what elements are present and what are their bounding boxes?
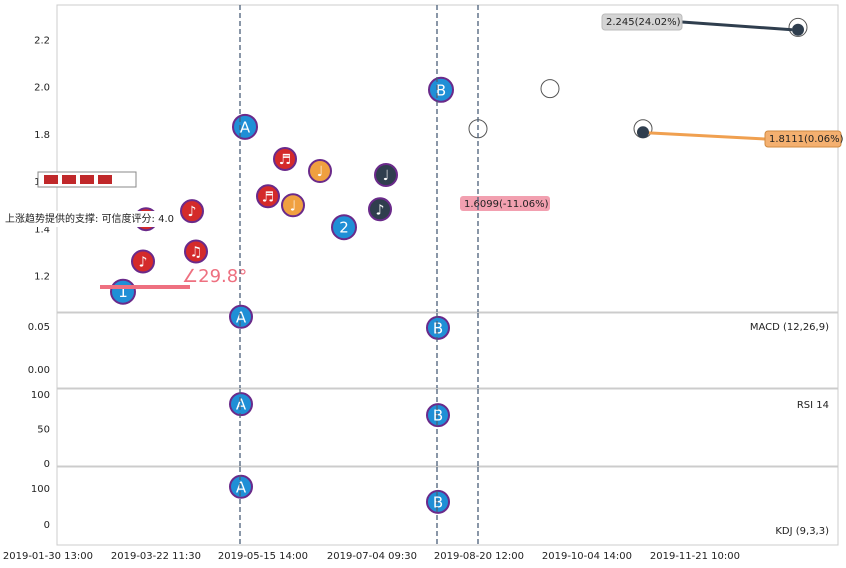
pattern-point-label: 1 xyxy=(118,283,128,301)
note-symbol: ♩ xyxy=(317,164,324,180)
pattern-point xyxy=(426,403,450,428)
y-tick-label: 1.2 xyxy=(34,272,50,283)
y-tick-label: 100 xyxy=(31,484,50,495)
annotation-arrow xyxy=(681,20,793,32)
angle-label: ∠29.8° xyxy=(182,266,247,287)
level-label-box xyxy=(460,196,550,211)
y-tick-label: 0.00 xyxy=(28,365,50,376)
x-tick-label: 2019-10-04 14:00 xyxy=(542,551,632,562)
y-tick-label: 100 xyxy=(31,390,50,401)
y-tick-label: 0 xyxy=(44,520,50,531)
annotation-box xyxy=(601,13,683,31)
annotation-point xyxy=(637,126,649,139)
note-marker xyxy=(308,159,332,184)
note-symbol: ♪ xyxy=(188,204,197,220)
note-marker xyxy=(256,184,280,209)
note-marker xyxy=(131,249,155,274)
note-symbol: ♬ xyxy=(279,152,292,168)
pattern-point xyxy=(426,489,450,514)
panel-frame xyxy=(56,4,839,313)
pattern-point xyxy=(232,113,258,140)
note-symbol: ♬ xyxy=(262,189,275,205)
y-tick-label: 0.05 xyxy=(28,322,50,333)
panel-label: RSI 14 xyxy=(797,400,829,411)
forecast-ring xyxy=(788,17,808,37)
pattern-point-label: B xyxy=(433,319,443,337)
note-marker xyxy=(368,197,392,222)
x-tick-label: 2019-08-20 12:00 xyxy=(434,551,524,562)
legend-flag xyxy=(62,175,76,184)
annotation-text: 1.8111(0.06%) xyxy=(769,134,844,145)
note-marker xyxy=(184,239,208,264)
pattern-point-label: A xyxy=(236,478,247,496)
y-tick-label: 1.8 xyxy=(34,130,50,141)
pattern-point-label: 2 xyxy=(339,219,349,237)
panel-frame xyxy=(56,388,839,467)
legend-flag xyxy=(80,175,94,184)
panel-label: MACD (12,26,9) xyxy=(750,322,829,333)
note-marker xyxy=(273,146,297,171)
pattern-point xyxy=(331,214,357,241)
annotation-text: 2.245(24.02%) xyxy=(606,17,681,28)
note-symbol: ♪ xyxy=(376,202,385,218)
annotation-box xyxy=(764,130,842,148)
pattern-point xyxy=(428,76,454,103)
panel-label: KDJ (9,3,3) xyxy=(775,526,829,537)
y-tick-label: 0 xyxy=(44,459,50,470)
x-tick-label: 2019-07-04 09:30 xyxy=(327,551,417,562)
note-symbol: ♪ xyxy=(139,254,148,270)
y-tick-label: 1.4 xyxy=(34,224,50,235)
x-tick-label: 2019-03-22 11:30 xyxy=(111,551,201,562)
forecast-ring xyxy=(540,79,560,99)
pattern-point-label: B xyxy=(433,493,443,511)
pattern-point-label: B xyxy=(436,81,446,99)
note-symbol: ♩ xyxy=(383,168,390,184)
note-symbol: ♩ xyxy=(290,198,297,214)
x-tick-label: 2019-11-21 10:00 xyxy=(650,551,740,562)
level-label: 1.6099(-11.06%) xyxy=(464,199,549,210)
pattern-point xyxy=(229,304,253,329)
y-tick-label: 2.0 xyxy=(34,83,50,94)
pattern-point-label: B xyxy=(433,407,443,425)
x-tick-label: 2019-05-15 14:00 xyxy=(218,551,308,562)
annotation-arrow xyxy=(636,130,766,141)
note-marker xyxy=(374,163,398,188)
pattern-point-label: A xyxy=(240,118,251,136)
support-label-box xyxy=(4,211,180,227)
note-symbol: ♫ xyxy=(190,245,203,261)
pattern-point-label: A xyxy=(236,308,247,326)
support-label: 上涨趋势提供的支撑: 可信度评分: 4.0 xyxy=(5,212,174,225)
x-tick-label: 2019-01-30 13:00 xyxy=(3,551,93,562)
pattern-point-label: A xyxy=(236,396,247,414)
pattern-point xyxy=(426,315,450,340)
note-marker xyxy=(180,199,204,224)
y-tick-label: 2.2 xyxy=(34,35,50,46)
note-marker xyxy=(281,193,305,218)
y-tick-label: 50 xyxy=(37,425,50,436)
pattern-point xyxy=(229,392,253,417)
pattern-point xyxy=(229,474,253,499)
legend-flag xyxy=(44,175,58,184)
legend-flag xyxy=(98,175,112,184)
annotation-point xyxy=(792,23,804,36)
